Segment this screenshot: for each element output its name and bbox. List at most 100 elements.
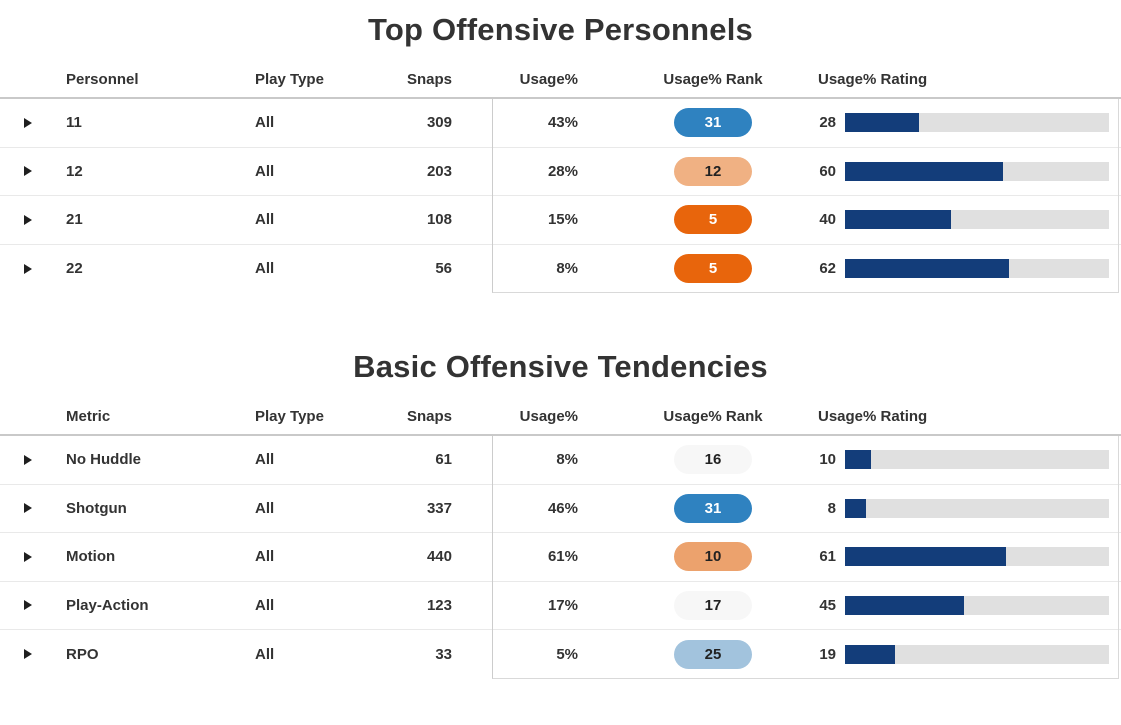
rank-pill: 17 xyxy=(674,590,752,620)
snaps-cell: 108 xyxy=(426,211,452,229)
snaps-cell: 33 xyxy=(435,645,452,663)
table-row[interactable]: 21 All 108 15% 5 40 xyxy=(0,196,1121,245)
row-name-cell: 11 xyxy=(66,114,82,132)
col-header-usage-rank: Usage% Rank xyxy=(663,408,763,425)
personnel-table: Personnel Play Type Snaps Usage% Usage% … xyxy=(0,52,1121,293)
rating-bar-fill xyxy=(845,450,872,470)
expand-cell xyxy=(0,214,50,225)
play-type-cell: All xyxy=(255,596,275,614)
rating-bar-fill xyxy=(845,498,867,518)
table-header-row: Metric Play Type Snaps Usage% Usage% Ran… xyxy=(0,389,1121,436)
rating-cell: 62 xyxy=(786,259,1121,279)
rating-bar-track xyxy=(845,210,1109,230)
expand-arrow-icon[interactable] xyxy=(24,600,32,611)
expand-arrow-icon[interactable] xyxy=(24,117,32,128)
table-row[interactable]: Play-Action All 123 17% 17 45 xyxy=(0,581,1121,630)
usage-cell: 17% xyxy=(547,596,578,614)
rating-bar-track xyxy=(845,644,1109,664)
snaps-cell: 56 xyxy=(435,260,452,278)
usage-cell: 8% xyxy=(556,260,578,278)
rating-bar-fill xyxy=(845,210,951,230)
expand-cell xyxy=(0,117,50,128)
expand-arrow-icon[interactable] xyxy=(24,166,32,177)
rank-cell: 25 xyxy=(640,639,786,669)
expand-arrow-icon[interactable] xyxy=(24,551,32,562)
basic-offensive-tendencies-section: Basic Offensive Tendencies Metric Play T… xyxy=(0,345,1121,679)
col-header-play-type: Play Type xyxy=(255,71,324,88)
expand-cell xyxy=(0,551,50,562)
table-row[interactable]: 11 All 309 43% 31 28 xyxy=(0,99,1121,148)
play-type-cell: All xyxy=(255,548,275,566)
rating-cell: 60 xyxy=(786,161,1121,181)
col-header-usage-rating: Usage% Rating xyxy=(818,408,928,425)
rank-pill: 5 xyxy=(674,254,752,284)
usage-cell: 5% xyxy=(556,645,578,663)
rating-bar-track xyxy=(845,161,1109,181)
play-type-cell: All xyxy=(255,451,275,469)
rating-bar-fill xyxy=(845,547,1007,567)
rating-bar-fill xyxy=(845,113,919,133)
rating-bar-fill xyxy=(845,259,1009,279)
tendencies-table: Metric Play Type Snaps Usage% Usage% Ran… xyxy=(0,389,1121,679)
play-type-cell: All xyxy=(255,499,275,517)
usage-cell: 8% xyxy=(556,451,578,469)
play-type-cell: All xyxy=(255,645,275,663)
table-row[interactable]: 12 All 203 28% 12 60 xyxy=(0,147,1121,196)
rating-cell: 45 xyxy=(786,595,1121,615)
row-name-cell: No Huddle xyxy=(66,451,141,469)
rank-cell: 10 xyxy=(640,542,786,572)
rating-cell: 28 xyxy=(786,113,1121,133)
play-type-cell: All xyxy=(255,114,275,132)
expand-arrow-icon[interactable] xyxy=(24,454,32,465)
rating-bar-fill xyxy=(845,161,1004,181)
expand-arrow-icon[interactable] xyxy=(24,649,32,660)
rating-bar-track xyxy=(845,595,1109,615)
col-header-metric: Metric xyxy=(66,408,111,425)
snaps-cell: 123 xyxy=(426,596,452,614)
play-type-cell: All xyxy=(255,260,275,278)
rating-cell: 19 xyxy=(786,644,1121,664)
rank-pill: 10 xyxy=(674,542,752,572)
col-header-usage: Usage% xyxy=(519,71,578,88)
rank-pill: 12 xyxy=(674,156,752,186)
rank-cell: 31 xyxy=(640,493,786,523)
expand-arrow-icon[interactable] xyxy=(24,263,32,274)
row-name-cell: Play-Action xyxy=(66,596,149,614)
expand-cell xyxy=(0,454,50,465)
usage-cell: 43% xyxy=(547,114,578,132)
rating-value: 45 xyxy=(819,596,836,614)
expand-arrow-icon[interactable] xyxy=(24,503,32,514)
rank-pill: 5 xyxy=(674,205,752,235)
expand-arrow-icon[interactable] xyxy=(24,214,32,225)
rank-cell: 12 xyxy=(640,156,786,186)
row-name-cell: Motion xyxy=(66,548,116,566)
row-name-cell: RPO xyxy=(66,645,99,663)
rating-cell: 61 xyxy=(786,547,1121,567)
expand-cell xyxy=(0,503,50,514)
rank-cell: 17 xyxy=(640,590,786,620)
play-type-cell: All xyxy=(255,211,275,229)
table-row[interactable]: Shotgun All 337 46% 31 8 xyxy=(0,484,1121,533)
table-row[interactable]: No Huddle All 61 8% 16 10 xyxy=(0,436,1121,485)
usage-cell: 15% xyxy=(547,211,578,229)
tendencies-table-body: No Huddle All 61 8% 16 10 Shotgun All 33… xyxy=(0,436,1121,679)
rank-pill: 25 xyxy=(674,639,752,669)
col-header-personnel: Personnel xyxy=(66,71,139,88)
rating-value: 28 xyxy=(819,114,836,132)
row-name-cell: 22 xyxy=(66,260,83,278)
personnel-table-body: 11 All 309 43% 31 28 12 All 203 28% 12 6… xyxy=(0,99,1121,293)
rating-bar-track xyxy=(845,113,1109,133)
table-row[interactable]: Motion All 440 61% 10 61 xyxy=(0,533,1121,582)
offense-report-page: Top Offensive Personnels Personnel Play … xyxy=(0,8,1121,679)
table-row[interactable]: 22 All 56 8% 5 62 xyxy=(0,244,1121,293)
table-row[interactable]: RPO All 33 5% 25 19 xyxy=(0,630,1121,679)
rank-pill: 31 xyxy=(674,108,752,138)
rank-cell: 31 xyxy=(640,108,786,138)
rating-value: 40 xyxy=(819,211,836,229)
col-header-snaps: Snaps xyxy=(406,71,452,88)
rating-cell: 8 xyxy=(786,498,1121,518)
usage-cell: 28% xyxy=(547,162,578,180)
section-title: Basic Offensive Tendencies xyxy=(353,349,768,384)
row-name-cell: 21 xyxy=(66,211,83,229)
usage-cell: 46% xyxy=(547,499,578,517)
